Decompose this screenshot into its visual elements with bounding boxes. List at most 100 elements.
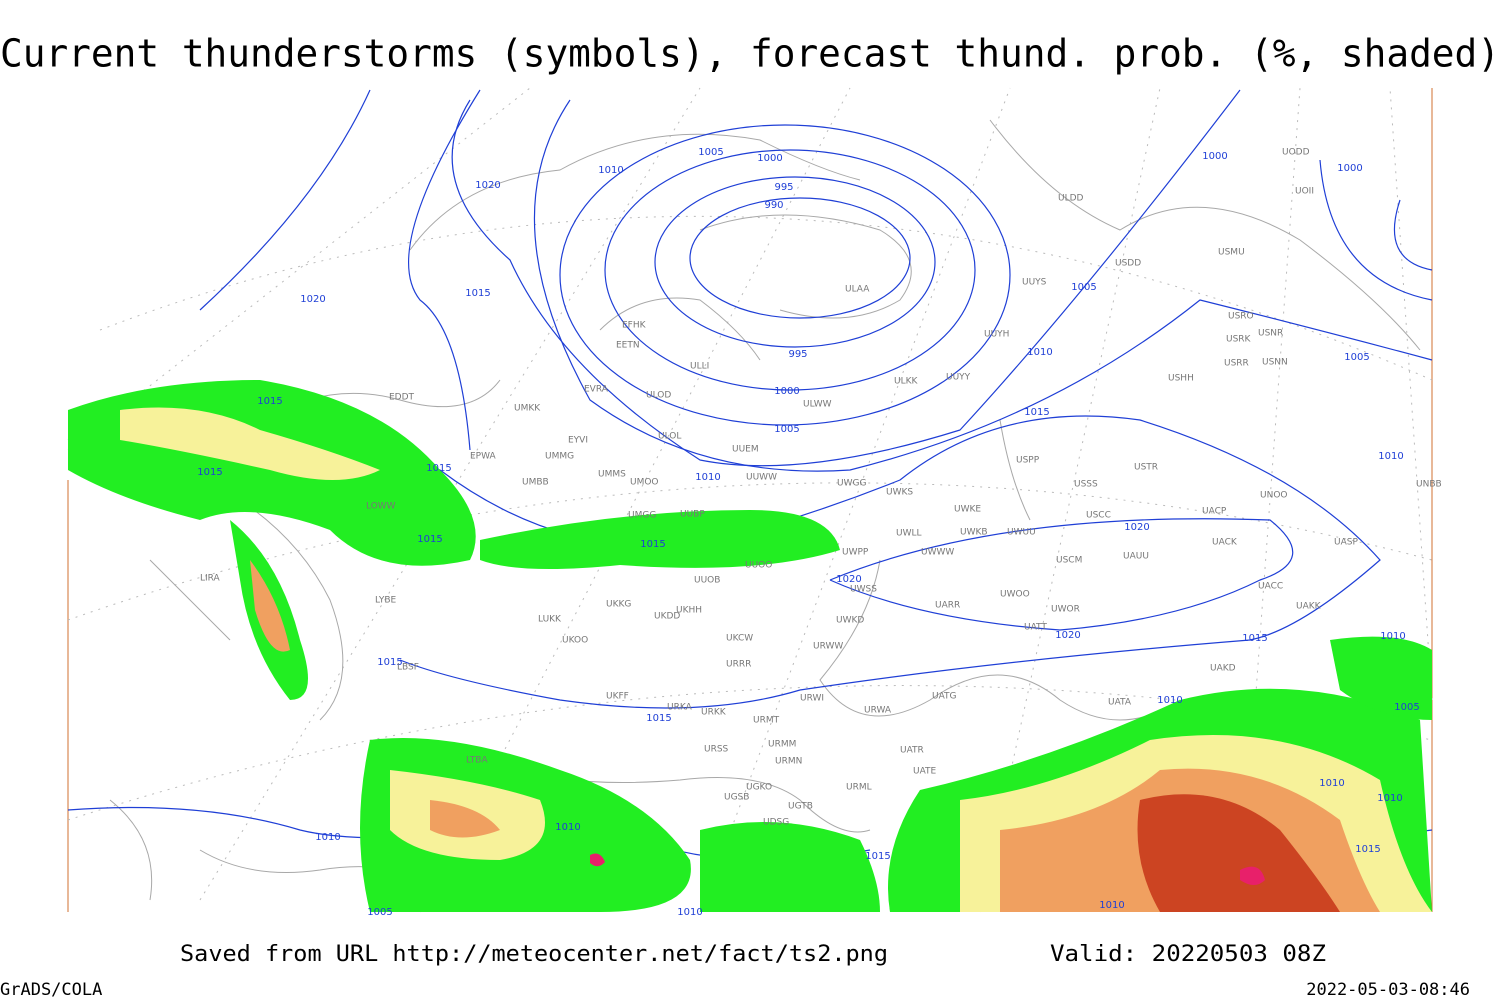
precipitation-shading [68,380,1432,912]
station-code: URML [846,783,872,793]
station-code: ULAA [845,285,870,295]
isobar-label: 1005 [774,424,799,435]
station-code: URWA [864,706,892,716]
coastlines [109,119,1421,901]
station-code: UATR [900,746,924,756]
station-code: UMBB [522,478,549,488]
isobar-label: 1010 [555,822,580,833]
isobar-label: 1020 [1124,522,1149,533]
station-code: UATT [1024,623,1047,633]
isobar-label: 1000 [774,386,799,397]
isobar-label: 1005 [1071,282,1096,293]
station-code: USSS [1074,480,1098,490]
station-code: UAUU [1123,552,1149,562]
isobar-label: 1015 [640,539,665,550]
station-code: LYBE [375,596,396,606]
isobar-label: 1020 [1055,630,1080,641]
isobar-label: 1015 [426,463,451,474]
station-code: ULOL [658,432,681,442]
station-code: EETN [616,341,640,351]
station-code: UDSG [763,818,789,828]
station-code: UACP [1202,507,1227,517]
station-code: UWKS [886,488,913,498]
station-code: UMGG [628,511,656,521]
station-code: EYVI [568,436,588,446]
station-code: LTBA [466,756,488,766]
isobar-label: 1000 [757,153,782,164]
isobar-label: 1020 [300,294,325,305]
station-code: UACC [1258,582,1283,592]
station-code: UARR [935,601,960,611]
station-code: UNOO [1260,491,1288,501]
isobar-label: 1010 [1099,900,1124,911]
isobar-label: 1000 [1202,151,1227,162]
isobar-label: 1015 [197,467,222,478]
isobar-label: 1005 [698,147,723,158]
station-code: USRO [1228,312,1254,322]
isobar-label: 1010 [695,472,720,483]
station-code: EFHK [622,321,647,331]
station-code: UACK [1212,538,1238,548]
isobar-label: 1015 [1242,633,1267,644]
isobar-label: 1010 [1319,778,1344,789]
station-code: UKFF [606,692,629,702]
station-code: UMOO [630,478,659,488]
isobar-label: 1010 [677,907,702,918]
station-code: LOWW [366,502,396,512]
station-code: USMU [1218,248,1245,258]
station-code: USPP [1016,456,1040,466]
station-code: URMN [775,757,802,767]
isobar-label: 995 [788,349,807,360]
station-code: UUOB [694,576,720,586]
station-code: URWI [800,694,824,704]
station-code: UUYH [984,330,1009,340]
isobar-label: 1005 [1394,702,1419,713]
station-code: LIRA [200,574,221,584]
station-code: UWSS [850,585,877,595]
isobar-label: 1015 [1355,844,1380,855]
station-code: UWLL [896,529,922,539]
valid-time: Valid: 20220503 08Z [1050,942,1326,967]
station-code: URMT [753,716,780,726]
station-code: URSS [704,745,729,755]
isobar-label: 1020 [475,180,500,191]
isobar-label: 990 [764,200,783,211]
station-code: USTR [1134,463,1158,473]
isobar-label: 1005 [367,907,392,918]
station-code: ULWW [803,400,832,410]
station-code: UWOO [1000,590,1030,600]
station-code: UNBB [1416,480,1442,490]
station-code: UATE [913,767,937,777]
station-code: UWKD [836,616,864,626]
isobar-label: 1010 [1027,347,1052,358]
station-code: UWKE [954,505,981,515]
station-code: ULDD [1058,194,1084,204]
isobar-label: 1010 [1157,695,1182,706]
software-credit: GrADS/COLA [0,980,102,1000]
isobar-label: 1005 [1344,352,1369,363]
station-code: UASP [1334,538,1358,548]
station-code: UWKB [960,528,988,538]
isobar-label: 995 [774,182,793,193]
isobar-label: 1010 [598,165,623,176]
station-code: USRR [1224,359,1249,369]
station-code: UWWW [921,548,954,558]
station-code: UODD [1282,148,1310,158]
station-code: UUOO [745,561,772,571]
station-code: UUYS [1022,278,1047,288]
station-code: UKCW [726,634,753,644]
station-code: UGKO [746,783,772,793]
station-code: UUBP [680,510,705,520]
station-code: USCM [1056,556,1082,566]
station-code: UUWW [746,473,777,483]
station-code: LBSF [397,663,419,673]
station-code: USHH [1168,374,1194,384]
source-url: Saved from URL http://meteocenter.net/fa… [180,942,888,967]
station-code: UUYY [946,373,971,383]
timestamp: 2022-05-03-08:46 [1306,980,1470,1000]
station-code: LUKK [538,615,562,625]
station-code: UUEM [732,445,759,455]
station-code: UWUU [1007,528,1036,538]
station-code: URRR [726,660,751,670]
